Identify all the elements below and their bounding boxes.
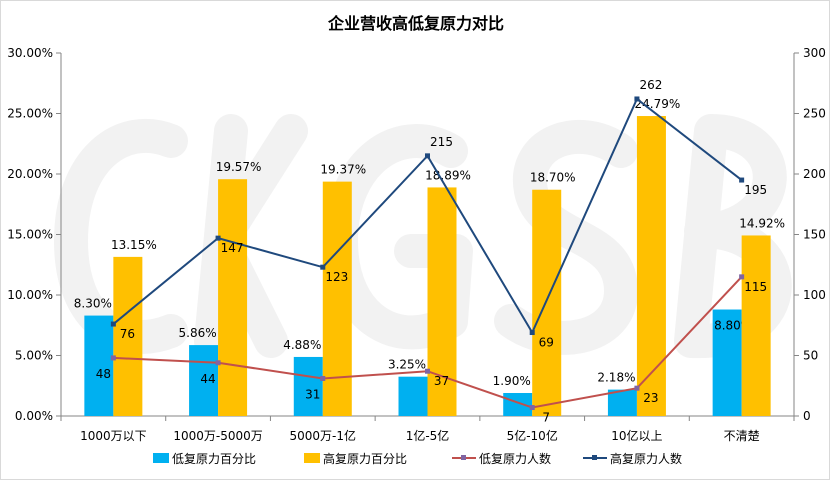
line-data-label: 44	[200, 372, 215, 386]
right-tick-label: 300	[803, 46, 826, 60]
line-marker	[110, 321, 116, 327]
right-tick-label: 150	[803, 228, 826, 242]
line-data-label: 123	[325, 270, 348, 284]
line-marker	[215, 360, 221, 366]
bar-low	[607, 389, 637, 416]
line-data-label: 37	[434, 374, 449, 388]
bar-data-label: 13.15%	[111, 238, 157, 252]
left-tick-label: 15.00%	[7, 228, 53, 242]
legend-marker	[461, 455, 466, 460]
bar-data-label: 14.92%	[739, 216, 785, 230]
left-tick-label: 30.00%	[7, 46, 53, 60]
line-data-label: 23	[643, 391, 658, 405]
category-label: 不清楚	[724, 429, 760, 443]
category-label: 1亿-5亿	[406, 428, 450, 443]
line-data-label: 31	[305, 387, 320, 401]
chart-title: 企业营收高低复原力对比	[327, 14, 504, 33]
bar-data-label: 19.37%	[320, 163, 366, 177]
right-tick-label: 250	[803, 107, 826, 121]
line-data-label: 69	[539, 336, 554, 350]
bar-data-label: 18.89%	[425, 168, 471, 182]
bar-high	[218, 179, 248, 416]
right-tick-label: 100	[803, 288, 826, 302]
right-tick-label: 0	[803, 409, 811, 423]
line-marker	[320, 375, 326, 381]
bar-high	[741, 235, 771, 416]
legend-label: 低复原力百分比	[172, 452, 256, 466]
line-marker	[425, 368, 430, 374]
line-data-label: 48	[96, 367, 111, 381]
category-label: 10亿以上	[611, 428, 662, 443]
left-tick-label: 20.00%	[7, 167, 53, 181]
bar-low	[84, 315, 114, 416]
legend-label: 低复原力人数	[479, 451, 551, 466]
line-marker	[110, 355, 116, 361]
line-marker	[529, 405, 535, 411]
left-tick-label: 0.00%	[15, 409, 53, 423]
bar-high	[113, 256, 143, 416]
bar-low	[189, 345, 219, 416]
legend-label: 高复原力百分比	[323, 451, 407, 466]
bar-data-label: 18.70%	[530, 171, 576, 185]
watermark-logo	[54, 114, 792, 359]
line-data-label: 147	[221, 241, 244, 255]
legend-swatch	[304, 453, 320, 463]
legend-swatch	[153, 453, 169, 463]
bar-high	[636, 116, 666, 416]
line-marker	[739, 177, 745, 183]
category-label: 1000万-5000万	[173, 429, 262, 443]
category-label: 1000万以下	[80, 429, 147, 443]
line-marker	[320, 264, 326, 270]
line-marker	[529, 330, 535, 336]
bar-low	[503, 393, 533, 416]
bar-high	[532, 189, 562, 416]
right-tick-label: 200	[803, 167, 826, 181]
line-marker	[739, 274, 745, 280]
category-label: 5000万-1亿	[290, 428, 357, 443]
left-tick-label: 25.00%	[7, 107, 53, 121]
bar-data-label: 24.79%	[635, 97, 681, 111]
line-marker	[634, 96, 640, 102]
bar-data-label: 4.88%	[283, 338, 321, 352]
bar-low	[712, 309, 742, 416]
bar-high	[427, 187, 457, 416]
line-data-label: 115	[744, 280, 767, 294]
bar-data-label: 5.86%	[179, 326, 217, 340]
bar-data-label: 3.25%	[388, 358, 426, 372]
bar-data-label: 2.18%	[597, 371, 635, 385]
line-marker	[425, 153, 430, 159]
line-data-label: 7	[542, 411, 550, 425]
category-label: 5亿-10亿	[507, 428, 558, 443]
legend-label: 高复原力人数	[610, 451, 682, 466]
bar-data-label: 19.57%	[216, 160, 262, 174]
line-marker	[634, 385, 640, 391]
bar-low	[398, 376, 428, 416]
line-marker	[215, 235, 221, 241]
legend-marker	[592, 455, 597, 460]
left-tick-label: 5.00%	[15, 349, 53, 363]
line-data-label: 262	[639, 78, 662, 92]
watermark-letter-shape	[494, 119, 638, 355]
right-tick-label: 50	[803, 349, 818, 363]
line-data-label: 195	[744, 183, 767, 197]
line-data-label: 215	[430, 135, 453, 149]
bar-data-label: 1.90%	[493, 374, 531, 388]
bar-data-label: 8.30%	[74, 297, 112, 311]
bar-high	[322, 181, 352, 416]
left-tick-label: 10.00%	[7, 288, 53, 302]
bar-low	[293, 356, 323, 416]
line-data-label: 76	[120, 327, 135, 341]
